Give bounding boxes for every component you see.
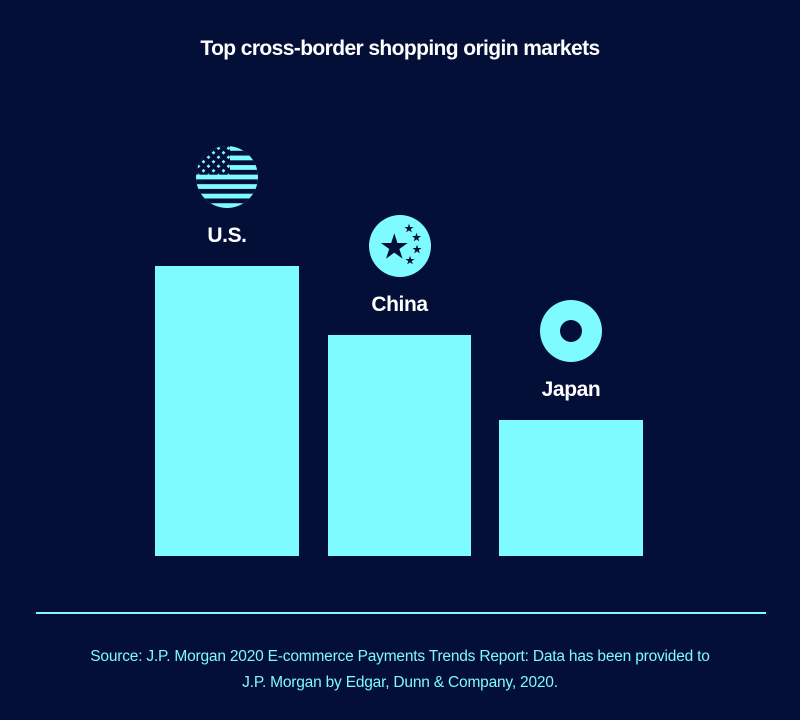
- bar-label-us: U.S.: [207, 224, 247, 247]
- chart-title: Top cross-border shopping origin markets: [200, 37, 600, 60]
- bar-group-china: China: [328, 215, 471, 556]
- japan-flag-icon: [540, 300, 602, 362]
- china-flag-icon: [368, 215, 431, 277]
- bar-label-japan: Japan: [541, 378, 601, 401]
- source-line-2: J.P. Morgan by Edgar, Dunn & Company, 20…: [242, 674, 558, 691]
- source-attribution: Source: J.P. Morgan 2020 E-commerce Paym…: [0, 644, 800, 696]
- bar-us: [155, 266, 299, 556]
- footer-divider-line: [36, 612, 766, 614]
- bar-japan: [499, 420, 643, 556]
- bar-group-japan: Japan: [499, 300, 643, 556]
- bar-china: [328, 335, 471, 556]
- source-line-1: Source: J.P. Morgan 2020 E-commerce Paym…: [90, 648, 710, 665]
- bar-group-us: U.S.: [155, 146, 299, 556]
- bar-label-china: China: [371, 293, 428, 316]
- us-flag-icon: [196, 146, 258, 208]
